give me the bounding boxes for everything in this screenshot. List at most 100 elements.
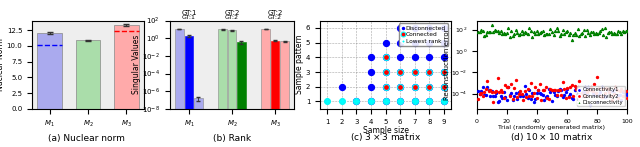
Disconnectivity	[554, 35, 564, 37]
Connectivity1	[523, 97, 533, 99]
Connectivity1	[613, 94, 623, 96]
Disconnectivity	[497, 33, 508, 36]
Connectivity2	[618, 95, 628, 97]
Connectivity1	[479, 93, 490, 96]
Point	[322, 100, 332, 103]
Connectivity1	[592, 101, 602, 103]
Point	[424, 27, 435, 29]
Connectivity1	[550, 94, 560, 96]
Point	[410, 12, 420, 14]
Connectivity1	[561, 91, 571, 93]
Disconnectivity	[473, 31, 483, 33]
Connectivity1	[604, 91, 614, 93]
Connectivity2	[540, 89, 550, 91]
Disconnectivity	[520, 31, 530, 34]
Disconnectivity	[506, 30, 516, 32]
Connectivity1	[538, 94, 548, 96]
Connectivity2	[517, 93, 527, 95]
Connectivity1	[533, 89, 543, 92]
Connectivity1	[593, 93, 604, 96]
Connectivity2	[621, 90, 631, 92]
Connectivity1	[547, 100, 557, 102]
Point	[439, 100, 449, 103]
Point	[439, 71, 449, 73]
Connectivity1	[589, 94, 599, 96]
Point	[410, 100, 420, 103]
Disconnectivity	[550, 30, 560, 32]
Connectivity2	[502, 86, 512, 89]
Disconnectivity	[509, 33, 520, 35]
Connectivity1	[487, 90, 497, 92]
Disconnectivity	[600, 27, 610, 29]
Disconnectivity	[619, 31, 629, 33]
Point	[424, 86, 435, 88]
Connectivity2	[616, 88, 627, 91]
Connectivity2	[535, 83, 545, 86]
Point	[380, 100, 390, 103]
Disconnectivity	[523, 33, 533, 35]
Point	[395, 100, 405, 103]
Disconnectivity	[586, 31, 596, 33]
Disconnectivity	[614, 31, 625, 33]
Connectivity1	[520, 85, 530, 87]
Connectivity1	[580, 86, 590, 88]
Connectivity2	[580, 95, 590, 97]
Connectivity2	[550, 88, 560, 91]
Connectivity1	[512, 97, 522, 100]
Connectivity2	[500, 84, 511, 87]
Point	[410, 86, 420, 88]
Connectivity1	[570, 89, 580, 91]
Disconnectivity	[493, 30, 503, 33]
Disconnectivity	[476, 29, 486, 32]
Connectivity1	[598, 95, 608, 97]
Connectivity1	[508, 98, 518, 101]
Disconnectivity	[565, 32, 575, 34]
Disconnectivity	[592, 32, 602, 35]
Connectivity1	[584, 104, 595, 106]
Disconnectivity	[538, 30, 548, 32]
Text: GT:2: GT:2	[225, 15, 239, 20]
Connectivity2	[482, 80, 492, 83]
Connectivity1	[540, 99, 550, 101]
Point	[395, 71, 405, 73]
Text: (d) $10 \times 10$ matrix: (d) $10 \times 10$ matrix	[510, 131, 593, 143]
Text: (b) Rank: (b) Rank	[212, 134, 251, 143]
Connectivity2	[622, 96, 632, 99]
Connectivity2	[518, 98, 529, 101]
Point	[410, 86, 420, 88]
Point	[366, 86, 376, 88]
Connectivity2	[511, 79, 521, 81]
Connectivity2	[479, 91, 490, 93]
Bar	[175, 29, 184, 147]
Connectivity2	[556, 94, 566, 96]
Point	[410, 100, 420, 103]
Disconnectivity	[574, 35, 584, 37]
Disconnectivity	[570, 32, 580, 35]
Connectivity2	[512, 96, 522, 98]
Point	[439, 41, 449, 44]
Text: (a) Nuclear norm: (a) Nuclear norm	[48, 134, 125, 143]
Text: GT:2: GT:2	[224, 10, 240, 16]
Connectivity1	[511, 92, 521, 94]
Disconnectivity	[591, 31, 601, 34]
Disconnectivity	[490, 29, 500, 32]
Connectivity1	[475, 93, 485, 95]
Bar	[271, 41, 279, 147]
Connectivity1	[602, 88, 612, 91]
Connectivity2	[492, 90, 502, 92]
Point	[366, 100, 376, 103]
Text: GT:2: GT:2	[268, 10, 283, 16]
Connectivity1	[490, 94, 500, 97]
Disconnectivity	[544, 33, 554, 35]
Point	[380, 86, 390, 88]
Point	[351, 100, 362, 103]
Bar	[194, 98, 203, 147]
Bar	[37, 33, 62, 109]
Connectivity1	[565, 93, 575, 96]
Point	[366, 100, 376, 103]
Connectivity2	[524, 95, 534, 98]
Connectivity2	[553, 89, 563, 91]
Connectivity2	[619, 90, 629, 92]
Connectivity2	[554, 89, 564, 91]
Disconnectivity	[481, 34, 491, 36]
